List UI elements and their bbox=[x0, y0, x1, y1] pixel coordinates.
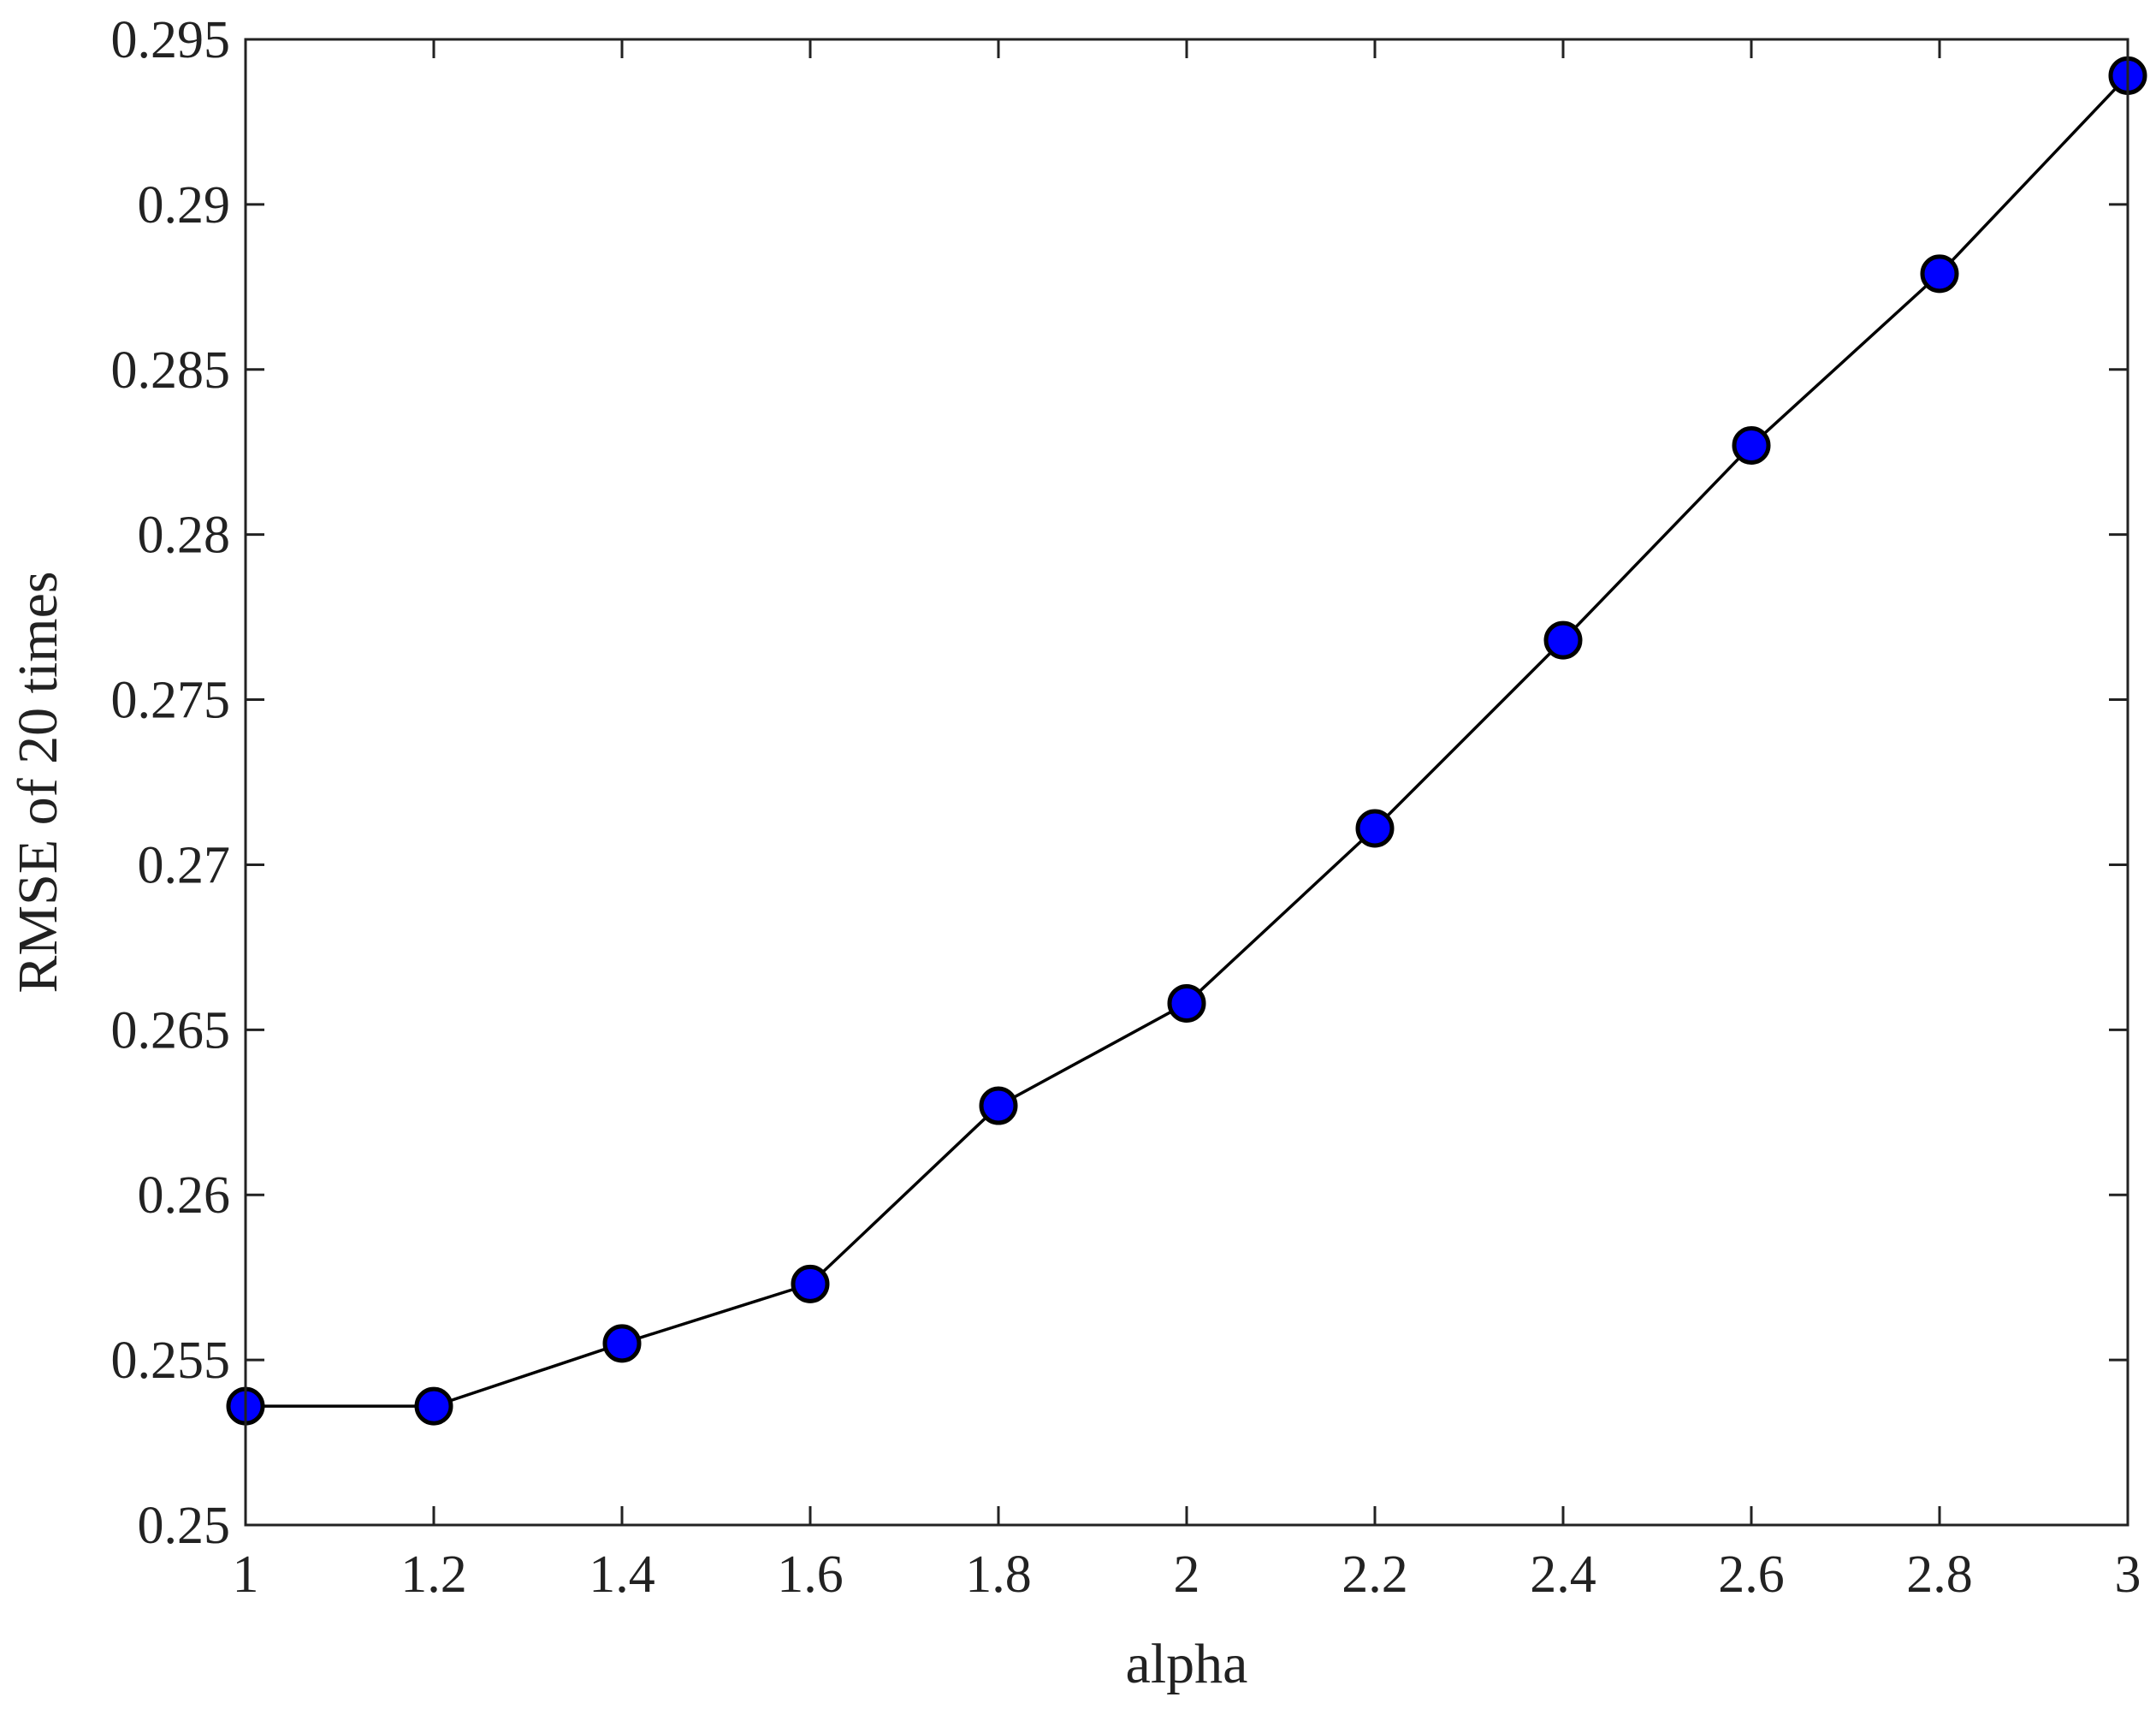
x-tick-label: 2.8 bbox=[1906, 1546, 1973, 1604]
y-tick-label: 0.25 bbox=[138, 1497, 231, 1555]
x-axis-title: alpha bbox=[1126, 1633, 1248, 1695]
y-tick-label: 0.275 bbox=[111, 672, 231, 730]
data-point bbox=[1732, 426, 1771, 466]
x-tick-label: 2 bbox=[1174, 1546, 1200, 1604]
x-tick-label: 1.8 bbox=[965, 1546, 1032, 1604]
data-point bbox=[1920, 254, 1959, 294]
data-point bbox=[602, 1324, 642, 1363]
x-tick-label: 1 bbox=[233, 1546, 259, 1604]
y-tick-label: 0.285 bbox=[111, 341, 231, 400]
data-point bbox=[414, 1386, 453, 1426]
x-tick-label: 2.6 bbox=[1718, 1546, 1785, 1604]
plot-background bbox=[246, 39, 2128, 1525]
data-point bbox=[979, 1086, 1018, 1125]
y-axis-title: RMSE of 20 times bbox=[7, 571, 69, 993]
plot-frame bbox=[244, 38, 2129, 1527]
x-tick-label: 1.6 bbox=[777, 1546, 844, 1604]
data-point bbox=[1355, 809, 1395, 848]
x-tick-label: 1.4 bbox=[589, 1546, 655, 1604]
y-tick-label: 0.26 bbox=[138, 1166, 231, 1225]
x-tick-label: 2.4 bbox=[1530, 1546, 1596, 1604]
y-tick-label: 0.28 bbox=[138, 507, 231, 565]
x-tick-label: 2.2 bbox=[1342, 1546, 1408, 1604]
x-tick-label: 1.2 bbox=[400, 1546, 467, 1604]
tick-labels-layer: 1 1.2 1.4 1.6 1.8 2 2.2 2.4 2.6 2.8 3 0.25 0.255 0.26… bbox=[111, 11, 2141, 1604]
x-tick-label: 3 bbox=[2115, 1546, 2141, 1604]
y-tick-label: 0.255 bbox=[111, 1332, 231, 1390]
data-points-layer bbox=[226, 56, 2147, 1426]
y-tick-label: 0.295 bbox=[111, 11, 231, 69]
y-tick-label: 0.27 bbox=[138, 836, 231, 894]
data-point bbox=[791, 1264, 830, 1303]
data-point bbox=[1543, 620, 1583, 660]
data-point bbox=[1167, 983, 1206, 1023]
y-tick-label: 0.29 bbox=[138, 176, 231, 234]
y-tick-label: 0.265 bbox=[111, 1001, 231, 1059]
